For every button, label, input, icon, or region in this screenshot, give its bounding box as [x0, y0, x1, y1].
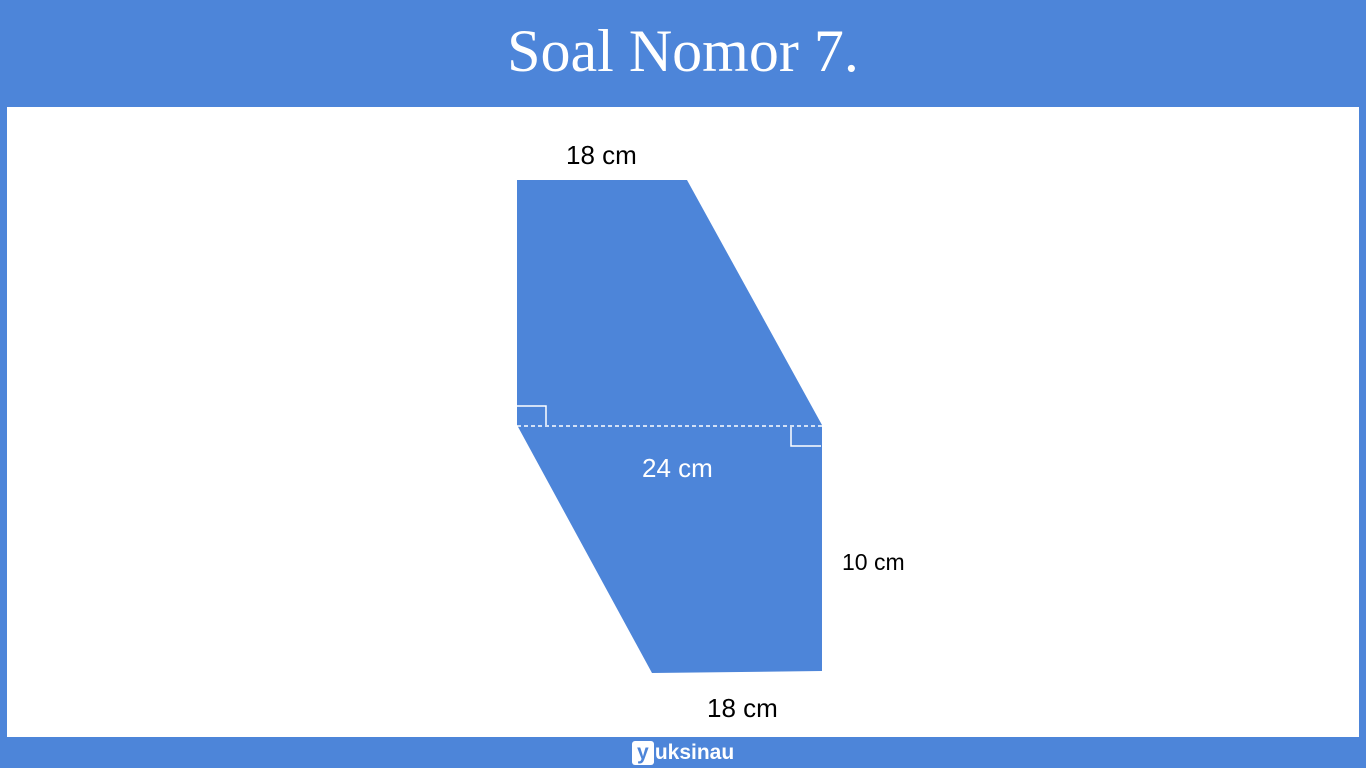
right-angle-marker-right — [790, 427, 821, 447]
compound-shape-diagram — [517, 180, 822, 673]
lower-trapezoid — [517, 425, 822, 673]
bottom-side-label: 18 cm — [707, 693, 778, 723]
title-bar: Soal Nomor 7. — [0, 0, 1366, 106]
brand-logo-mark: y — [631, 740, 654, 765]
brand-logo-text: uksinau — [654, 740, 735, 764]
upper-trapezoid — [517, 180, 822, 425]
brand-logo: y uksinau — [631, 740, 735, 765]
page-title: Soal Nomor 7. — [507, 18, 859, 84]
middle-width-label: 24 cm — [642, 453, 713, 483]
footer: y uksinau — [0, 737, 1366, 768]
diagram-canvas: 18 cm 24 cm 10 cm 18 cm — [7, 107, 1359, 737]
right-angle-marker-left — [517, 405, 547, 425]
top-side-label: 18 cm — [566, 140, 637, 170]
right-height-label: 10 cm — [842, 549, 905, 575]
